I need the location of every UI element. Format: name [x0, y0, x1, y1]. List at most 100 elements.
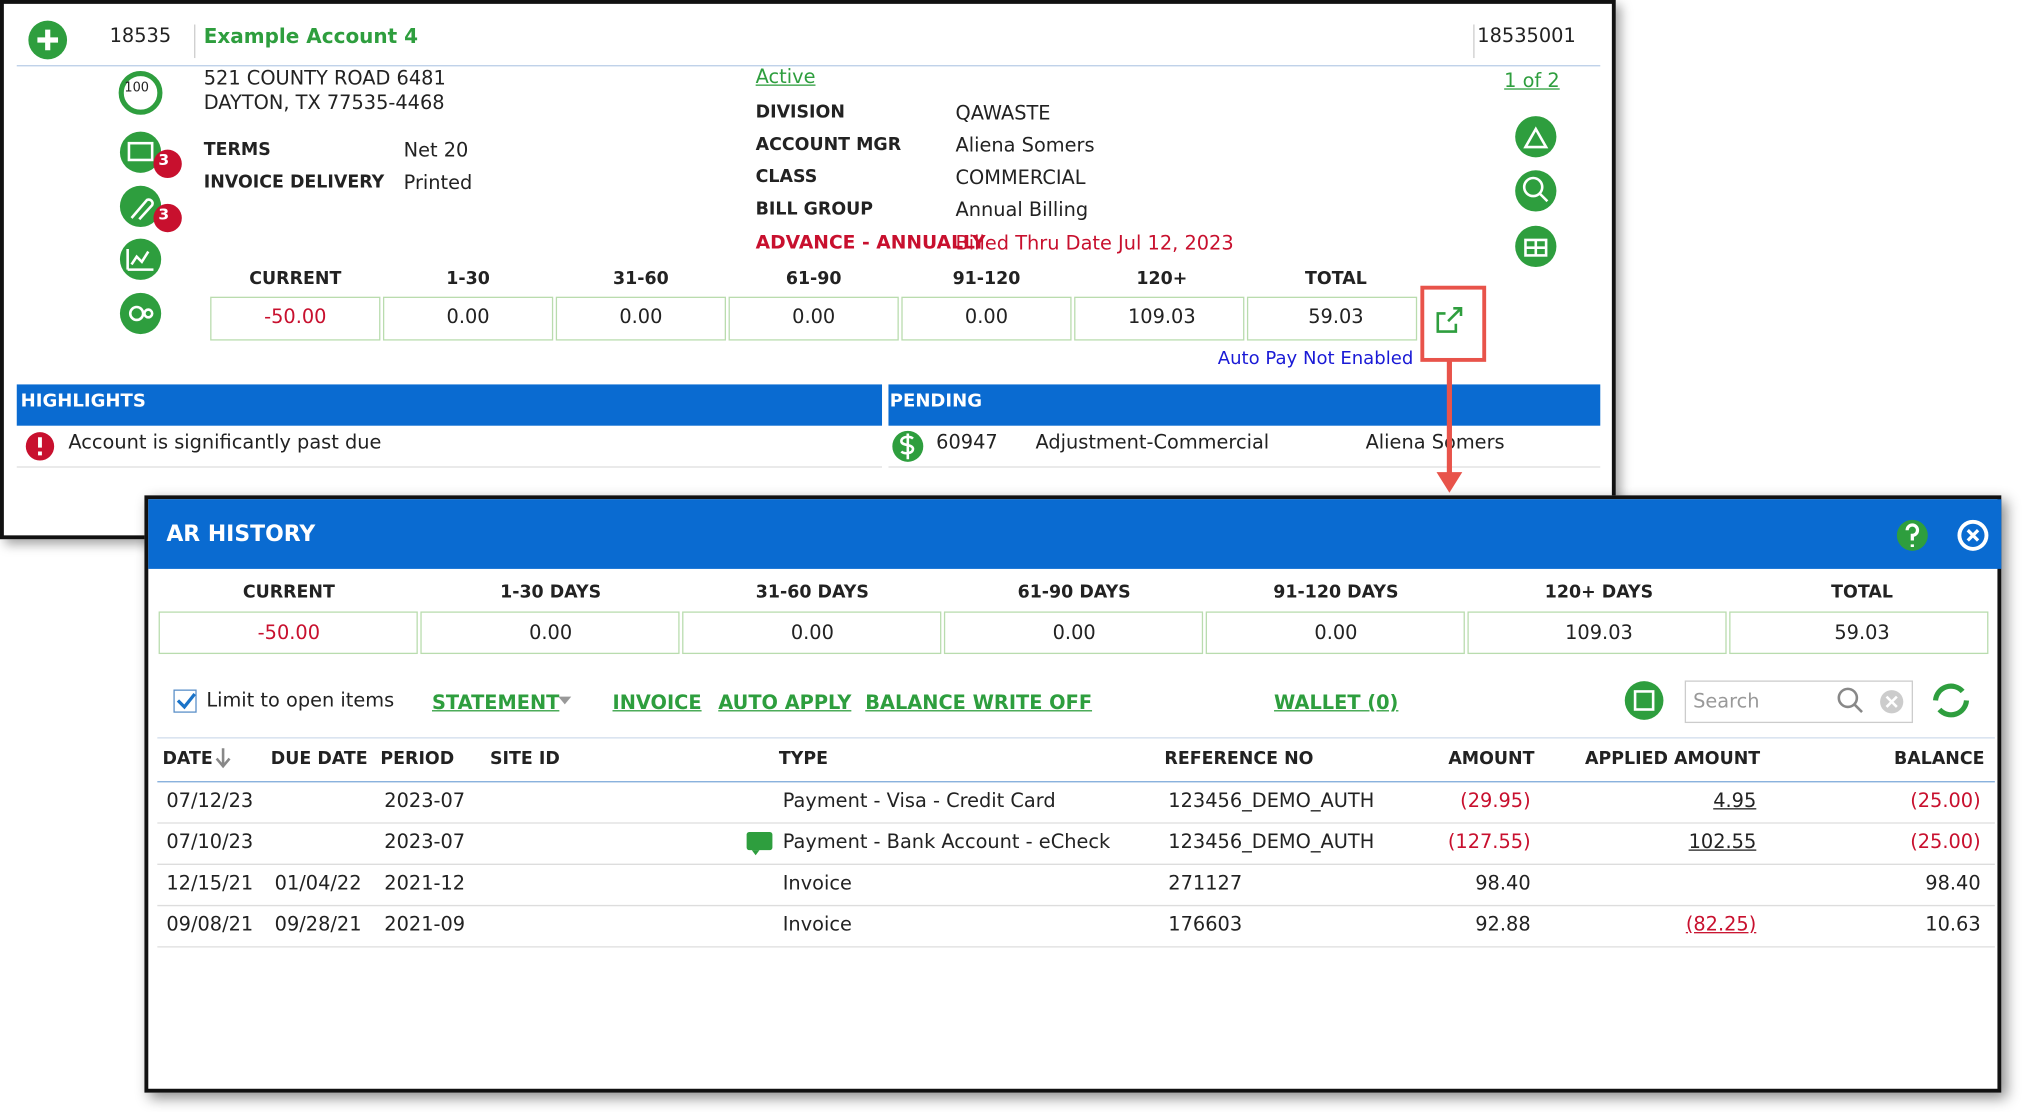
- aging-cell: [210, 296, 381, 341]
- column-header[interactable]: PERIOD: [380, 748, 455, 770]
- aging-cell: [682, 611, 942, 655]
- column-header[interactable]: REFERENCE NO: [1164, 748, 1314, 770]
- aging-cell: [1246, 296, 1418, 341]
- account-name[interactable]: Example Account 4: [203, 24, 419, 49]
- score: 100: [124, 81, 149, 96]
- aging-header: 91-120 DAYS: [1273, 582, 1399, 603]
- field-label: CLASS: [755, 166, 818, 188]
- field-label: TERMS: [203, 139, 271, 161]
- aging-cell: [1729, 611, 1989, 655]
- cell[interactable]: 4.95: [1713, 788, 1757, 813]
- badge: 3: [158, 150, 170, 169]
- pending-bar: [888, 384, 1601, 426]
- highlight-item: Account is significantly past due: [68, 430, 382, 454]
- cell: 98.40: [1475, 871, 1531, 895]
- billing-value: Billed Thru Date Jul 12, 2023: [955, 231, 1234, 255]
- comment-icon[interactable]: [746, 832, 773, 851]
- account-id: 18535: [109, 23, 172, 48]
- aging-header: TOTAL: [1831, 582, 1893, 603]
- highlight-box: [1420, 285, 1487, 362]
- action-link[interactable]: STATEMENT: [431, 690, 560, 715]
- search-glyph: [1837, 687, 1859, 709]
- dialog-title: AR HISTORY: [166, 521, 316, 548]
- cell: 10.63: [1925, 912, 1981, 936]
- score-ring: [118, 70, 163, 115]
- field-value: Annual Billing: [955, 198, 1089, 222]
- cell: Invoice: [782, 912, 852, 936]
- pending-field: Adjustment-Commercial: [1035, 430, 1270, 454]
- aging-value: 0.00: [529, 621, 573, 645]
- aging-cell: [901, 296, 1072, 341]
- cell: (25.00): [1910, 788, 1981, 813]
- aging-header: 31-60: [613, 268, 669, 290]
- aging-cell: [728, 296, 899, 341]
- autopay-status: Auto Pay Not Enabled: [1217, 348, 1414, 369]
- pager-link[interactable]: 1 of 2: [1504, 69, 1560, 93]
- cell: 2021-12: [384, 871, 466, 895]
- checkbox-label[interactable]: Limit to open items: [206, 688, 395, 712]
- aging-header: 91-120: [952, 268, 1021, 290]
- column-header[interactable]: SITE ID: [490, 748, 560, 770]
- status-link[interactable]: Active: [755, 65, 816, 89]
- aging-value: 0.00: [446, 305, 490, 329]
- aging-value: -50.00: [257, 621, 321, 645]
- cell: 271127: [1168, 871, 1243, 895]
- column-header[interactable]: TYPE: [778, 748, 829, 770]
- cell: 123456_DEMO_AUTH: [1168, 788, 1375, 813]
- refresh-button[interactable]: [1932, 683, 1970, 718]
- close-glyph: [1966, 529, 1980, 542]
- cell[interactable]: (82.25): [1685, 912, 1757, 936]
- field-value: Net 20: [403, 138, 469, 162]
- dialog-graphics: [148, 499, 2002, 948]
- cell: 09/28/21: [274, 912, 362, 936]
- aging-value: 0.00: [964, 305, 1009, 329]
- aging-cell: [382, 296, 554, 341]
- dollar-glyph: [900, 433, 915, 460]
- aging-value: 0.00: [792, 305, 836, 329]
- sort-indicator[interactable]: [215, 748, 231, 769]
- cell: (127.55): [1447, 830, 1531, 854]
- aging-header: 120+: [1136, 268, 1188, 290]
- cell: 123456_DEMO_AUTH: [1168, 830, 1375, 854]
- cell: 09/08/21: [166, 912, 254, 936]
- aging-header: TOTAL: [1305, 268, 1367, 290]
- aging-value: 109.03: [1565, 621, 1633, 645]
- aging-header: 31-60 DAYS: [755, 582, 869, 603]
- search-placeholder[interactable]: Search: [1693, 689, 1760, 713]
- action-link[interactable]: INVOICE: [612, 690, 702, 715]
- limit-checkbox[interactable]: [173, 689, 197, 713]
- export-button[interactable]: [1436, 307, 1463, 333]
- statement-dropdown[interactable]: [558, 696, 572, 705]
- column-header[interactable]: AMOUNT: [1448, 748, 1535, 770]
- column-header[interactable]: APPLIED AMOUNT: [1585, 748, 1761, 770]
- aging-cell: [943, 611, 1204, 655]
- field-value: Printed: [403, 170, 473, 195]
- notification-badges: [153, 149, 182, 233]
- column-header[interactable]: DUE DATE: [270, 748, 368, 770]
- aging-value: 0.00: [1052, 621, 1096, 645]
- aging-cell: [1467, 611, 1727, 655]
- aging-value: 109.03: [1127, 305, 1196, 329]
- account-graphics: [16, 20, 1601, 468]
- aging-value: 0.00: [790, 621, 834, 645]
- column-header[interactable]: DATE: [162, 748, 213, 770]
- billing-label: ADVANCE - ANNUALLY: [755, 233, 986, 254]
- cell: (29.95): [1460, 788, 1531, 813]
- aging-cell: [1074, 296, 1245, 341]
- action-link[interactable]: BALANCE WRITE OFF: [865, 690, 1093, 715]
- field-label: ACCOUNT MGR: [755, 134, 902, 156]
- cell[interactable]: 102.55: [1688, 830, 1757, 854]
- cell: (25.00): [1910, 830, 1981, 854]
- address-line: 521 COUNTY ROAD 6481: [203, 66, 446, 90]
- column-header[interactable]: BALANCE: [1893, 748, 1985, 770]
- account-number: 18535001: [1477, 23, 1576, 48]
- aging-value: 0.00: [1314, 621, 1358, 645]
- comment-icon-tail: [751, 850, 760, 856]
- arrow-head: [1436, 472, 1463, 493]
- cell: 07/10/23: [166, 830, 254, 854]
- search-box[interactable]: [1684, 680, 1913, 724]
- address-line: DAYTON, TX 77535-4468: [203, 90, 445, 115]
- wallet-link[interactable]: WALLET (0): [1274, 690, 1399, 715]
- action-link[interactable]: AUTO APPLY: [718, 690, 852, 715]
